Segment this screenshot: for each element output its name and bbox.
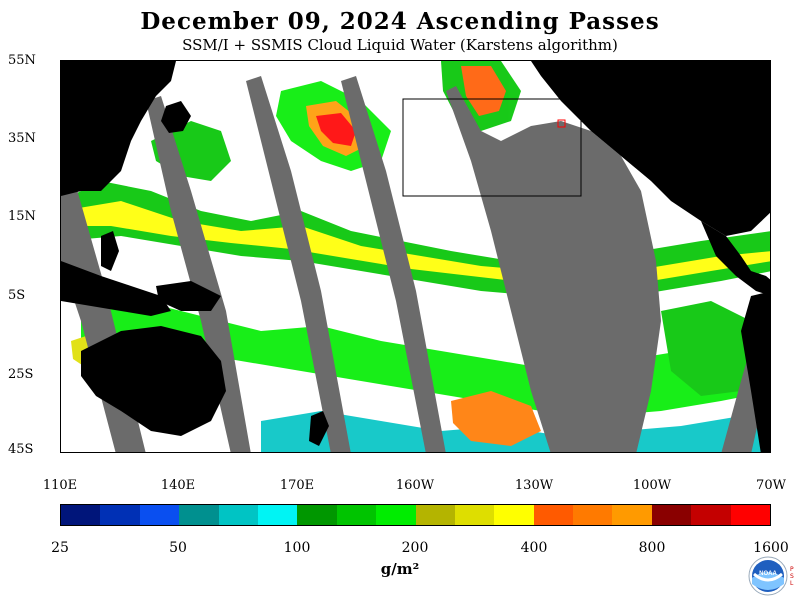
- land-south-america: [741, 291, 770, 452]
- lon-label-160w: 160W: [395, 478, 435, 493]
- land-indonesia: [61, 261, 171, 316]
- lat-label-5s: 5S: [8, 288, 26, 303]
- land-japan: [161, 101, 191, 133]
- lat-label-35n: 35N: [8, 131, 36, 146]
- colorbar-label-25: 25: [51, 540, 69, 556]
- lon-label-170e: 170E: [279, 478, 315, 493]
- colorbar-label-400: 400: [520, 540, 548, 556]
- lon-label-100w: 100W: [632, 478, 672, 493]
- colorbar-segment-13: [573, 505, 613, 525]
- swath-gaps: [61, 76, 770, 452]
- colorbar-segment-1: [100, 505, 140, 525]
- colorbar-segment-5: [257, 505, 298, 525]
- land-new-guinea: [156, 281, 221, 311]
- colorbar-segment-15: [651, 505, 692, 525]
- land-asia: [61, 61, 176, 196]
- land-masses: [61, 61, 770, 452]
- swath-gap-4: [341, 76, 446, 452]
- lat-label-55n: 55N: [8, 53, 36, 68]
- colorbar-segment-14: [612, 505, 652, 525]
- lon-label-140e: 140E: [160, 478, 196, 493]
- color-scale-bar: [60, 504, 771, 526]
- unit-label: g/m²: [380, 560, 420, 578]
- marker-box: [557, 119, 566, 128]
- land-philippines: [101, 231, 119, 271]
- colorbar-segment-17: [730, 505, 771, 525]
- lat-label-25s: 25S: [8, 367, 34, 382]
- colorbar-segment-2: [139, 505, 180, 525]
- map-panel: [60, 60, 771, 453]
- map-subtitle: SSM/I + SSMIS Cloud Liquid Water (Karste…: [182, 36, 618, 54]
- colorbar-segment-16: [691, 505, 731, 525]
- noaa-logo-icon: NOAA: [748, 556, 788, 596]
- region-box: [402, 98, 582, 197]
- map-canvas: [61, 61, 770, 452]
- lon-label-110e: 110E: [42, 478, 78, 493]
- land-central-america: [701, 221, 770, 296]
- lon-label-70w: 70W: [756, 478, 786, 493]
- colorbar-segment-3: [179, 505, 219, 525]
- land-new-zealand: [309, 411, 329, 446]
- colorbar-segment-10: [454, 505, 495, 525]
- lat-label-45s: 45S: [8, 442, 34, 457]
- colorbar-segment-4: [218, 505, 258, 525]
- colorbar-label-50: 50: [169, 540, 187, 556]
- colorbar-segment-12: [533, 505, 574, 525]
- colorbar-segment-11: [494, 505, 534, 525]
- colorbar-segment-7: [336, 505, 377, 525]
- colorbar-label-200: 200: [401, 540, 429, 556]
- swath-gap-5: [446, 86, 661, 452]
- colorbar-segment-9: [415, 505, 455, 525]
- lat-label-15n: 15N: [8, 209, 36, 224]
- land-north-america: [531, 61, 770, 236]
- map-title: December 09, 2024 Ascending Passes: [140, 8, 660, 35]
- colorbar-segment-8: [376, 505, 416, 525]
- swath-gap-3: [246, 76, 351, 452]
- swath-gap-2: [146, 96, 251, 452]
- noaa-logo-text: NOAA: [759, 571, 777, 577]
- colorbar-segment-6: [297, 505, 337, 525]
- land-australia: [81, 326, 226, 436]
- colorbar-label-800: 800: [638, 540, 666, 556]
- colorbar-segment-0: [61, 505, 101, 525]
- lon-label-130w: 130W: [514, 478, 554, 493]
- colorbar-label-1600: 1600: [753, 540, 789, 556]
- colorbar-label-100: 100: [283, 540, 311, 556]
